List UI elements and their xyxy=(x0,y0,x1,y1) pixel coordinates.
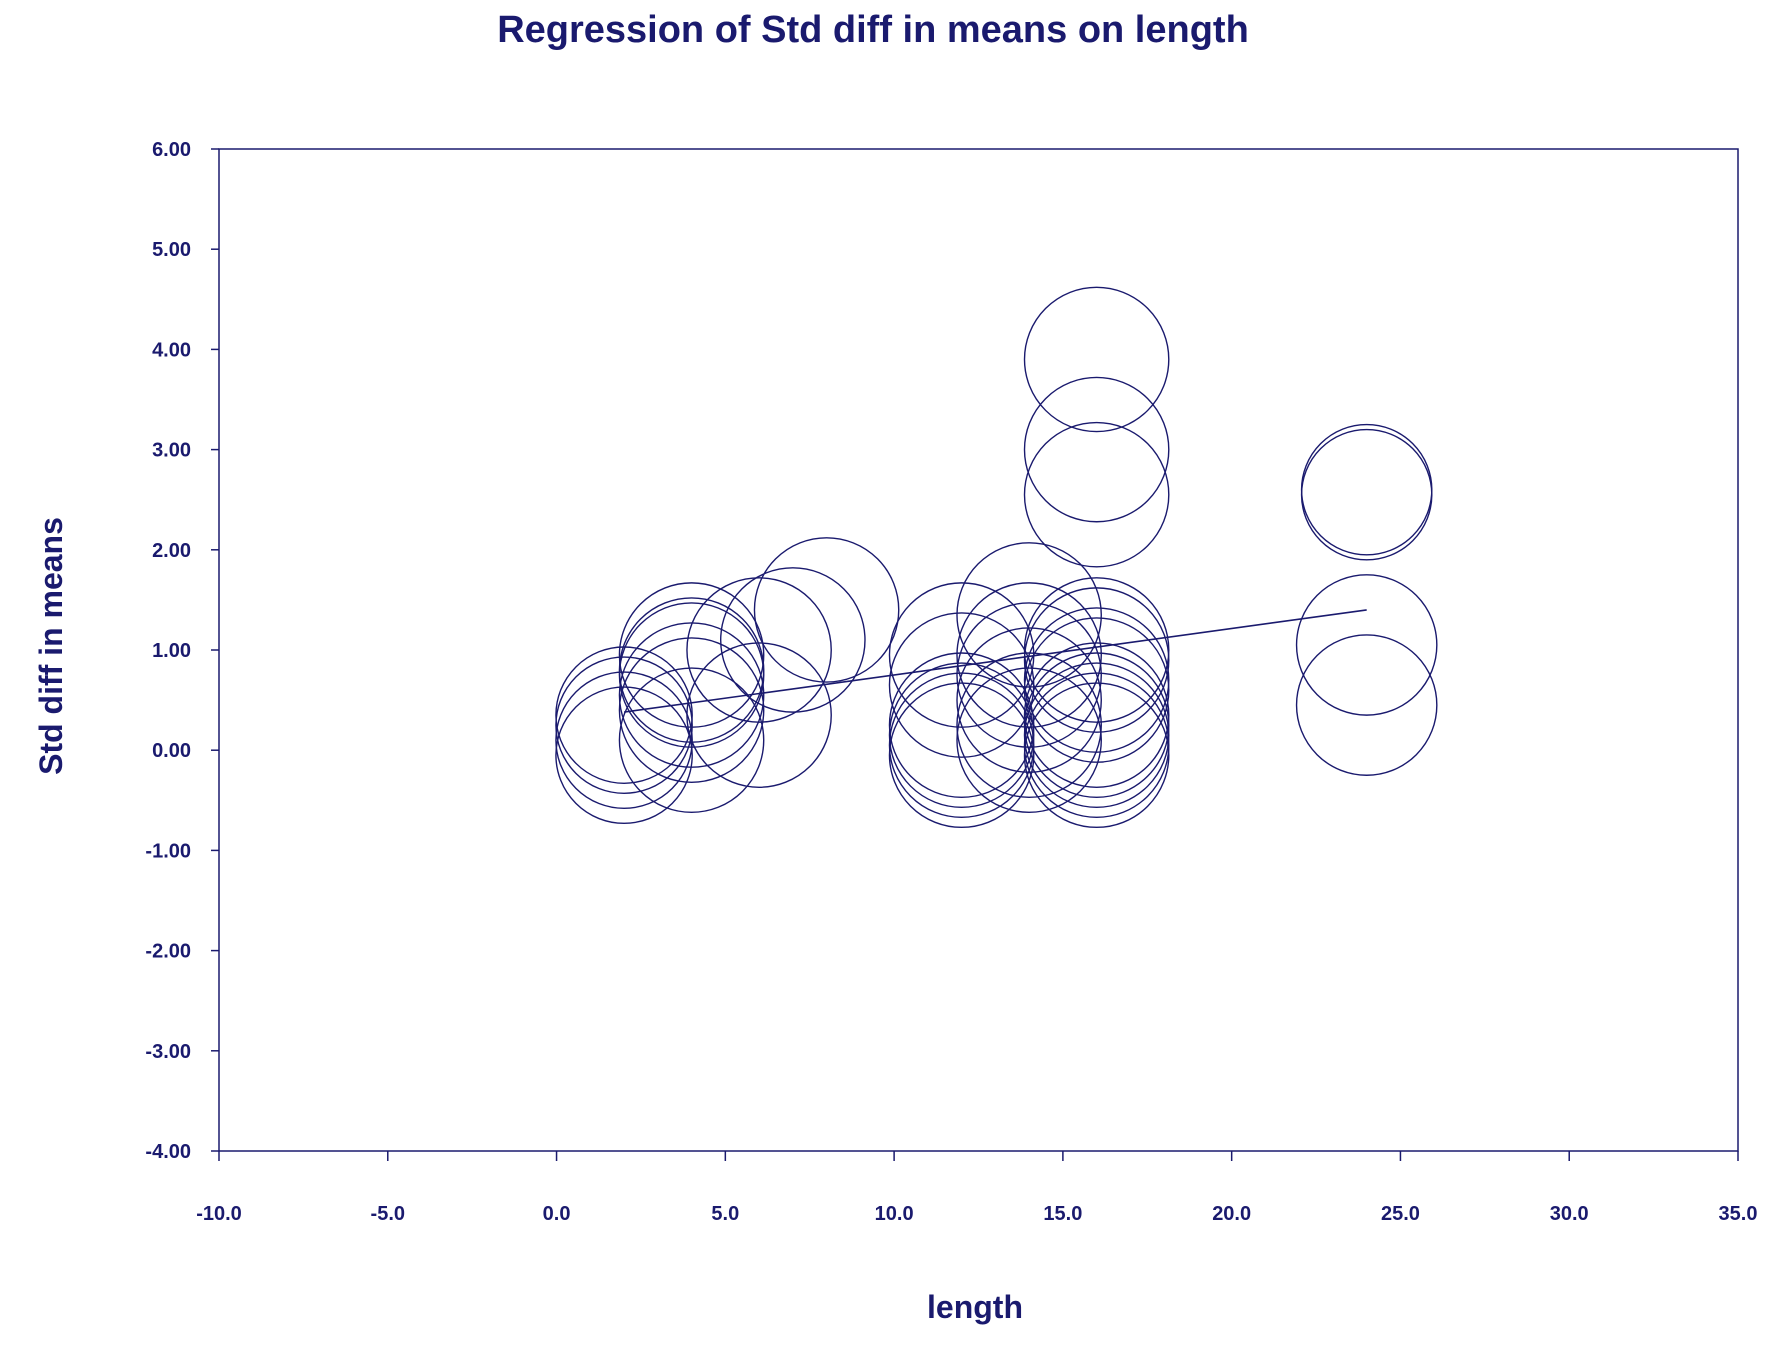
y-tick-label: 2.00 xyxy=(152,540,191,562)
data-point xyxy=(686,642,832,788)
data-point xyxy=(1300,423,1433,556)
data-points xyxy=(555,286,1438,829)
y-axis: 6.00 5.00 4.00 3.00 2.00 1.00 0.00 -1.00 -2.00 -3… xyxy=(145,139,219,1163)
x-tick-label: 30.0 xyxy=(1550,1203,1589,1225)
data-point xyxy=(1023,286,1170,433)
data-point xyxy=(1023,607,1170,753)
x-tick-label: 0.0 xyxy=(543,1203,571,1225)
data-point xyxy=(555,686,693,825)
data-point xyxy=(686,577,832,723)
y-tick-label: 4.00 xyxy=(152,339,191,361)
data-point xyxy=(555,646,693,784)
data-point xyxy=(618,637,765,783)
x-tick-label: 5.0 xyxy=(711,1203,739,1225)
regression-line xyxy=(623,609,1367,713)
chart-title: Regression of Std diff in means on lengt… xyxy=(497,9,1249,51)
y-tick-label: 1.00 xyxy=(152,640,191,662)
data-point xyxy=(753,537,900,683)
plot-area xyxy=(218,148,1739,1152)
y-tick-label: 3.00 xyxy=(152,440,191,462)
y-tick-label: 0.00 xyxy=(152,740,191,762)
y-tick-label: 6.00 xyxy=(152,139,191,161)
data-point xyxy=(555,656,693,794)
plot-border xyxy=(218,148,1739,1152)
x-tick-label: 15.0 xyxy=(1043,1203,1082,1225)
data-point xyxy=(720,567,866,713)
regression-line-group xyxy=(623,609,1367,713)
x-tick-label: 20.0 xyxy=(1212,1203,1251,1225)
x-tick-label: -10.0 xyxy=(196,1203,242,1225)
data-point xyxy=(1300,428,1433,561)
y-tick-label: 5.00 xyxy=(152,239,191,261)
y-tick-label: -1.00 xyxy=(145,840,191,862)
x-axis: -10.0 -5.0 0.0 5.0 10.0 15.0 20.0 25.0 30.0 35.0 xyxy=(196,1151,1757,1225)
data-point xyxy=(956,582,1102,728)
x-tick-label: 10.0 xyxy=(875,1203,914,1225)
data-point xyxy=(956,602,1102,748)
x-axis-title: length xyxy=(927,1289,1023,1325)
y-tick-label: -3.00 xyxy=(145,1041,191,1063)
data-point xyxy=(1023,682,1170,829)
data-point xyxy=(618,582,765,728)
data-point xyxy=(1295,634,1438,776)
data-point xyxy=(888,682,1035,829)
y-tick-label: -4.00 xyxy=(145,1141,191,1163)
data-point xyxy=(1023,376,1170,523)
x-tick-label: 25.0 xyxy=(1381,1203,1420,1225)
data-point xyxy=(618,667,765,814)
data-point xyxy=(1295,574,1438,716)
data-point xyxy=(555,671,693,810)
y-tick-label: -2.00 xyxy=(145,941,191,963)
x-tick-label: -5.0 xyxy=(371,1203,405,1225)
data-point xyxy=(1023,421,1170,568)
y-axis-title: Std diff in means xyxy=(33,517,69,775)
data-point xyxy=(1023,587,1170,733)
x-tick-label: 35.0 xyxy=(1719,1203,1758,1225)
data-point xyxy=(956,667,1102,814)
data-point xyxy=(618,602,765,748)
